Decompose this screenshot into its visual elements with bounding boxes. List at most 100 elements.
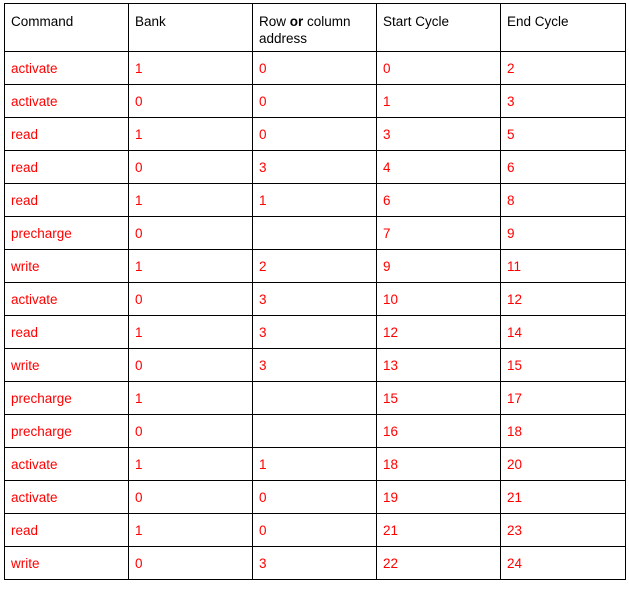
cell-end-cycle: 20: [500, 447, 626, 481]
cell-bank: 1: [128, 381, 253, 415]
cell-bank: 0: [128, 348, 253, 382]
cell-command: precharge: [4, 414, 129, 448]
cell-command: precharge: [4, 216, 129, 250]
cell-address: 0: [252, 513, 377, 547]
header-row: Command Bank Row or column address Start…: [4, 3, 626, 52]
cell-command: write: [4, 546, 129, 580]
cell-bank: 0: [128, 414, 253, 448]
cell-start-cycle: 9: [376, 249, 501, 283]
cell-end-cycle: 23: [500, 513, 626, 547]
table-row: precharge 1 15 17: [4, 381, 626, 415]
table-row: read 0 3 4 6: [4, 150, 626, 184]
cell-end-cycle: 5: [500, 117, 626, 151]
cell-start-cycle: 22: [376, 546, 501, 580]
header-address-or: or: [289, 14, 304, 29]
cell-end-cycle: 12: [500, 282, 626, 316]
cell-command: read: [4, 183, 129, 217]
cell-end-cycle: 6: [500, 150, 626, 184]
cell-command: activate: [4, 282, 129, 316]
cell-address: 3: [252, 282, 377, 316]
command-table-container: Command Bank Row or column address Start…: [4, 3, 626, 580]
dram-command-table: Command Bank Row or column address Start…: [4, 3, 626, 580]
cell-address: 3: [252, 546, 377, 580]
table-row: read 1 3 12 14: [4, 315, 626, 349]
table-row: read 1 1 6 8: [4, 183, 626, 217]
cell-end-cycle: 21: [500, 480, 626, 514]
cell-start-cycle: 21: [376, 513, 501, 547]
table-row: write 0 3 13 15: [4, 348, 626, 382]
cell-start-cycle: 4: [376, 150, 501, 184]
cell-bank: 1: [128, 447, 253, 481]
cell-start-cycle: 15: [376, 381, 501, 415]
cell-address: [252, 381, 377, 415]
cell-start-cycle: 13: [376, 348, 501, 382]
cell-bank: 1: [128, 315, 253, 349]
header-command: Command: [4, 3, 129, 52]
cell-bank: 1: [128, 183, 253, 217]
cell-start-cycle: 16: [376, 414, 501, 448]
cell-start-cycle: 18: [376, 447, 501, 481]
table-row: read 1 0 3 5: [4, 117, 626, 151]
header-start-cycle: Start Cycle: [376, 3, 501, 52]
header-address: Row or column address: [252, 3, 377, 52]
cell-address: [252, 216, 377, 250]
cell-end-cycle: 15: [500, 348, 626, 382]
cell-bank: 0: [128, 84, 253, 118]
cell-end-cycle: 8: [500, 183, 626, 217]
cell-command: read: [4, 315, 129, 349]
cell-command: write: [4, 348, 129, 382]
header-address-suffix: column address: [259, 14, 351, 46]
cell-address: 2: [252, 249, 377, 283]
table-row: precharge 0 7 9: [4, 216, 626, 250]
cell-address: 0: [252, 84, 377, 118]
header-bank: Bank: [128, 3, 253, 52]
cell-end-cycle: 11: [500, 249, 626, 283]
cell-command: activate: [4, 84, 129, 118]
cell-bank: 0: [128, 546, 253, 580]
cell-bank: 0: [128, 480, 253, 514]
cell-end-cycle: 9: [500, 216, 626, 250]
cell-address: 0: [252, 51, 377, 85]
cell-bank: 1: [128, 249, 253, 283]
cell-end-cycle: 2: [500, 51, 626, 85]
table-row: activate 0 3 10 12: [4, 282, 626, 316]
cell-end-cycle: 18: [500, 414, 626, 448]
cell-address: 3: [252, 348, 377, 382]
cell-start-cycle: 10: [376, 282, 501, 316]
cell-end-cycle: 14: [500, 315, 626, 349]
cell-start-cycle: 6: [376, 183, 501, 217]
cell-command: activate: [4, 51, 129, 85]
cell-command: write: [4, 249, 129, 283]
cell-address: 0: [252, 117, 377, 151]
cell-end-cycle: 24: [500, 546, 626, 580]
cell-start-cycle: 3: [376, 117, 501, 151]
cell-address: 0: [252, 480, 377, 514]
cell-address: 3: [252, 315, 377, 349]
cell-start-cycle: 12: [376, 315, 501, 349]
table-row: activate 0 0 19 21: [4, 480, 626, 514]
cell-address: 1: [252, 447, 377, 481]
table-row: activate 1 0 0 2: [4, 51, 626, 85]
table-row: activate 0 0 1 3: [4, 84, 626, 118]
cell-bank: 1: [128, 513, 253, 547]
cell-address: 1: [252, 183, 377, 217]
cell-address: [252, 414, 377, 448]
cell-start-cycle: 7: [376, 216, 501, 250]
cell-command: activate: [4, 480, 129, 514]
cell-command: read: [4, 117, 129, 151]
cell-bank: 1: [128, 117, 253, 151]
cell-start-cycle: 1: [376, 84, 501, 118]
table-row: read 1 0 21 23: [4, 513, 626, 547]
cell-command: read: [4, 513, 129, 547]
cell-address: 3: [252, 150, 377, 184]
cell-start-cycle: 19: [376, 480, 501, 514]
cell-bank: 1: [128, 51, 253, 85]
cell-command: read: [4, 150, 129, 184]
table-row: write 0 3 22 24: [4, 546, 626, 580]
table-row: activate 1 1 18 20: [4, 447, 626, 481]
table-row: precharge 0 16 18: [4, 414, 626, 448]
cell-bank: 0: [128, 216, 253, 250]
cell-command: precharge: [4, 381, 129, 415]
cell-end-cycle: 17: [500, 381, 626, 415]
header-end-cycle: End Cycle: [500, 3, 626, 52]
